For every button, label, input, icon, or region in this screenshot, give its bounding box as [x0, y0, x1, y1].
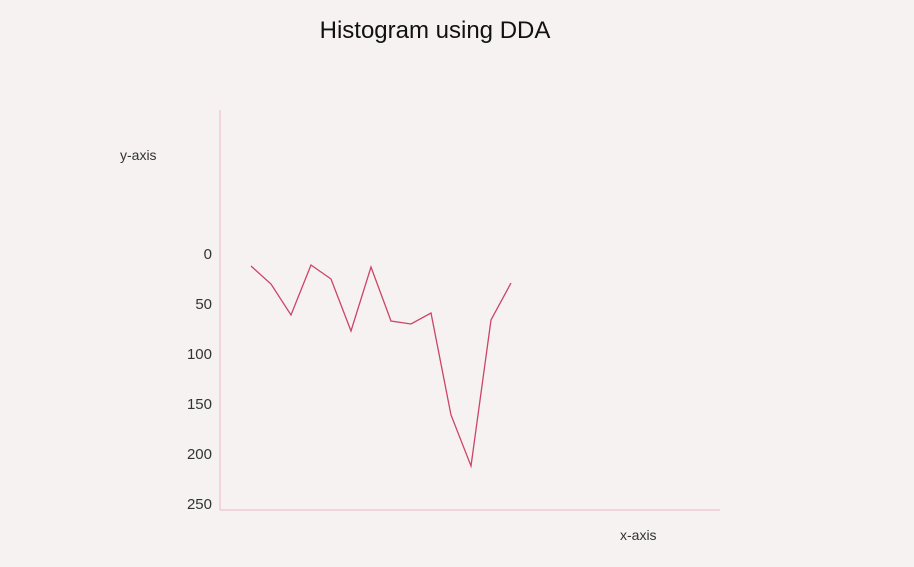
- x-axis-label: x-axis: [620, 527, 657, 543]
- y-tick-label: 200: [187, 446, 212, 463]
- y-tick-label: 0: [204, 246, 212, 263]
- y-tick-label: 50: [195, 296, 212, 313]
- series-line: [250, 263, 512, 469]
- y-tick-label: 250: [187, 496, 212, 513]
- y-axis-label: y-axis: [120, 147, 157, 163]
- y-tick-label: 150: [187, 396, 212, 413]
- chart-title: Histogram using DDA: [319, 17, 551, 44]
- y-tick-label: 100: [187, 346, 212, 363]
- y-tick-labels: 0 50 100 150 200 250: [187, 246, 212, 513]
